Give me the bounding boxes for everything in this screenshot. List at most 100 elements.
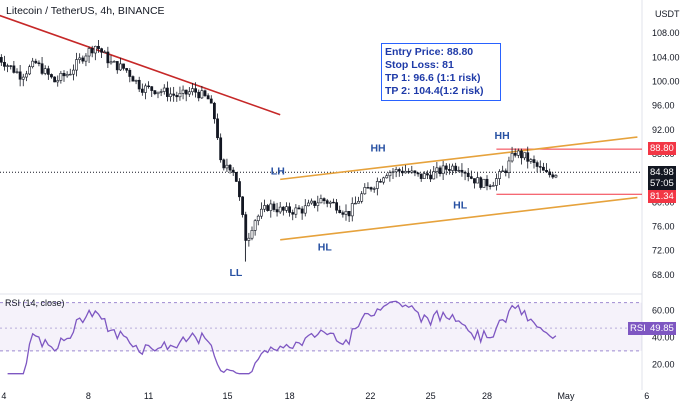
- candle-up: [523, 152, 527, 159]
- candle-up: [187, 91, 191, 95]
- candle-up: [404, 170, 407, 174]
- candle-down: [532, 159, 536, 163]
- candle-down: [513, 153, 517, 156]
- candle-up: [388, 172, 392, 177]
- time-tick-label: May: [557, 391, 575, 401]
- rsi-zone: [0, 302, 642, 351]
- candle-up: [78, 57, 82, 60]
- candle-up: [391, 171, 395, 173]
- price-tick-label: 72.00: [652, 246, 675, 256]
- candle-down: [338, 209, 342, 213]
- candle-down: [341, 212, 345, 215]
- rsi-curve: [7, 300, 557, 375]
- candles[interactable]: [0, 39, 558, 262]
- candle-up: [501, 170, 505, 172]
- candle-up: [24, 73, 28, 78]
- candle-down: [444, 165, 448, 170]
- candle-up: [294, 207, 298, 215]
- time-tick-label: 28: [482, 391, 492, 401]
- time-axis[interactable]: 4 8 11 15 18 22 25 28 May 6: [1, 391, 649, 401]
- candle-down: [90, 48, 94, 54]
- candle-down: [0, 57, 3, 63]
- candle-down: [172, 93, 176, 96]
- candle-up: [491, 185, 495, 187]
- candle-down: [40, 63, 44, 74]
- candle-up: [250, 230, 254, 239]
- level-lines: [0, 148, 642, 195]
- candle-up: [394, 169, 398, 173]
- candle-up: [476, 177, 480, 184]
- candle-up: [56, 80, 60, 83]
- candle-up: [344, 210, 348, 215]
- candle-down: [545, 170, 548, 173]
- rsi-value-tag: 49.85: [648, 322, 676, 335]
- candle-up: [482, 178, 486, 188]
- candle-up: [382, 177, 386, 183]
- candle-down: [400, 170, 404, 174]
- chart-title: Litecoin / TetherUS, 4h, BINANCE: [6, 5, 165, 17]
- rsi-line: [7, 300, 557, 375]
- candle-up: [21, 76, 25, 80]
- tp2-text: TP 2: 104.4(1:2 risk): [385, 85, 484, 97]
- candle-down: [81, 57, 85, 62]
- candle-up: [134, 79, 138, 82]
- candle-up: [256, 215, 260, 222]
- rsi-panel-label: RSI (14, close): [5, 298, 65, 308]
- candle-down: [288, 206, 292, 213]
- candle-up: [422, 173, 426, 179]
- trendlines: [0, 14, 638, 241]
- candle-down: [228, 164, 232, 171]
- candle-up: [432, 171, 436, 180]
- rsi-band: [0, 302, 642, 352]
- candle-up: [253, 220, 257, 231]
- candle-down: [291, 212, 295, 215]
- pattern-label: HL: [453, 199, 468, 211]
- candle-down: [128, 69, 132, 77]
- candle-down: [419, 173, 423, 179]
- time-tick-label: 25: [426, 391, 436, 401]
- candle-down: [206, 95, 210, 100]
- candle-down: [46, 68, 50, 75]
- channel-lower-line: [280, 196, 638, 241]
- candle-up: [451, 165, 454, 171]
- candle-up: [75, 59, 78, 71]
- currency-label[interactable]: USDT: [655, 9, 680, 19]
- candle-down: [3, 61, 6, 67]
- time-tick-label: 11: [144, 391, 153, 401]
- candle-down: [469, 176, 473, 179]
- downtrend-line: [0, 14, 281, 116]
- current-price-value: 84.98: [650, 167, 674, 178]
- candle-down: [379, 181, 382, 183]
- candle-down: [535, 162, 539, 167]
- candle-down: [397, 169, 401, 172]
- pattern-label: LL: [229, 267, 242, 279]
- trade-info-box[interactable]: Entry Price: 88.80 Stop Loss: 81 TP 1: 9…: [381, 43, 501, 101]
- candle-down: [234, 171, 238, 182]
- time-tick-label: 18: [285, 391, 295, 401]
- candle-up: [68, 73, 72, 76]
- candle-down: [548, 171, 552, 176]
- candle-up: [385, 175, 389, 179]
- candle-down: [313, 200, 317, 206]
- candle-up: [112, 61, 116, 63]
- candle-up: [169, 93, 172, 97]
- candle-down: [50, 74, 53, 78]
- candle-up: [181, 89, 185, 94]
- tp1-text: TP 1: 96.6 (1:1 risk): [385, 72, 481, 84]
- candle-down: [231, 169, 235, 173]
- candle-up: [93, 45, 97, 54]
- candle-up: [310, 200, 313, 204]
- candle-down: [485, 178, 489, 187]
- candle-down: [125, 68, 129, 71]
- candle-up: [435, 167, 439, 172]
- candle-down: [551, 174, 555, 178]
- candle-down: [332, 201, 335, 204]
- candle-down: [266, 205, 270, 211]
- candle-up: [498, 171, 501, 179]
- candle-up: [360, 193, 364, 202]
- candle-down: [147, 85, 151, 88]
- candle-up: [516, 150, 520, 156]
- candle-down: [140, 88, 144, 93]
- candle-down: [541, 166, 545, 171]
